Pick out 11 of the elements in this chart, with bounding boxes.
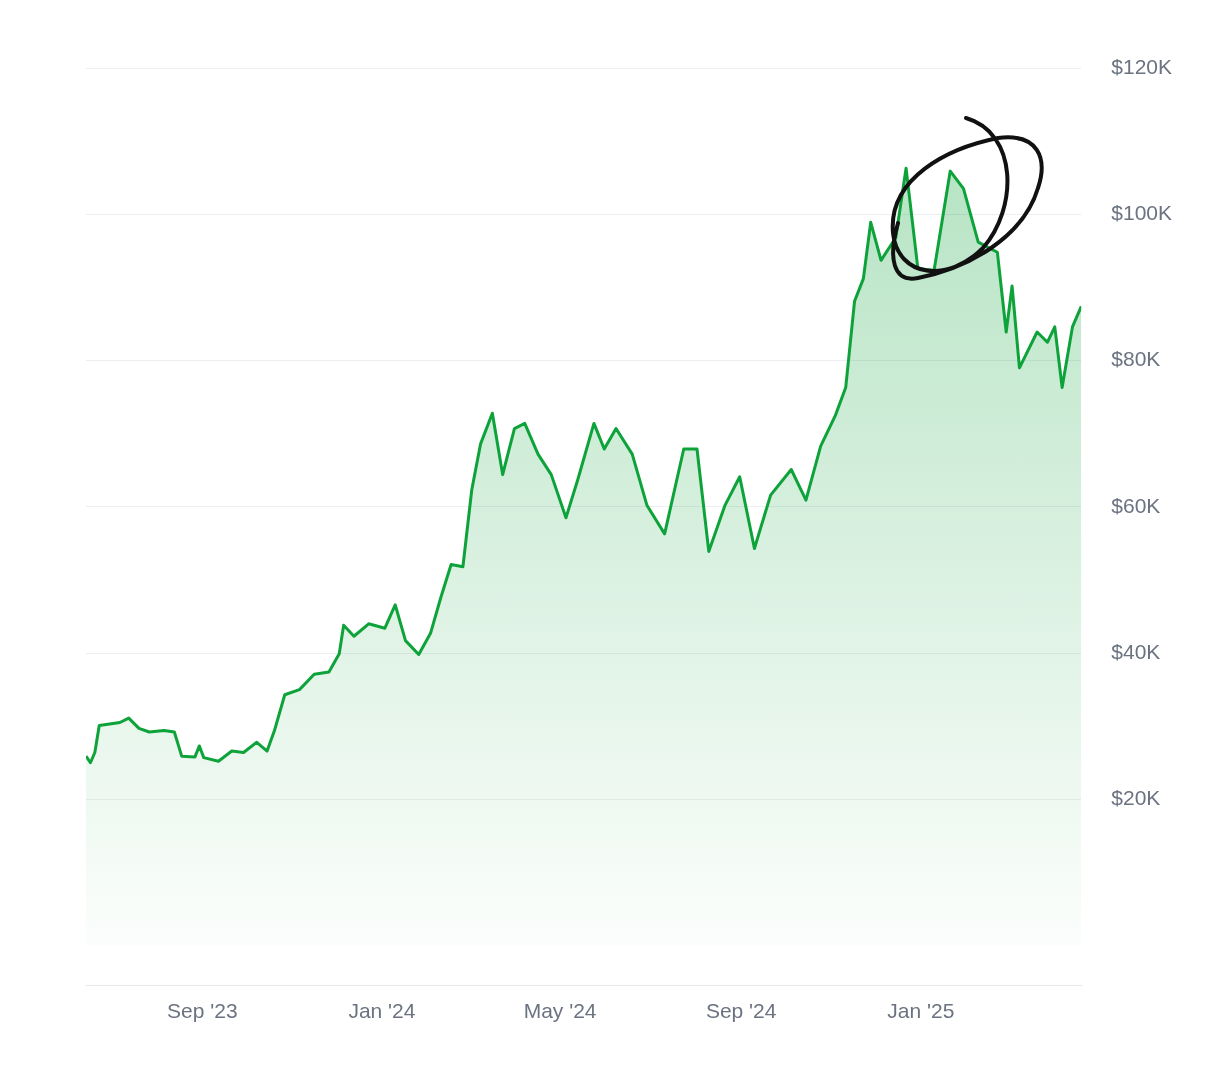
y-tick-label: $60K — [1111, 493, 1161, 517]
x-tick-label: Jan '24 — [348, 999, 416, 1023]
x-tick-label: Jan '25 — [887, 999, 955, 1023]
y-tick-label: $80K — [1111, 347, 1161, 371]
y-tick-label: $20K — [1111, 786, 1161, 810]
x-tick-label: May '24 — [523, 999, 597, 1023]
x-tick-label: Sep '24 — [705, 999, 777, 1023]
y-tick-label: $120K — [1111, 54, 1173, 78]
x-tick-label: Sep '23 — [167, 999, 238, 1023]
y-tick-label: $40K — [1111, 639, 1161, 663]
y-tick-label: $100K — [1111, 201, 1173, 225]
